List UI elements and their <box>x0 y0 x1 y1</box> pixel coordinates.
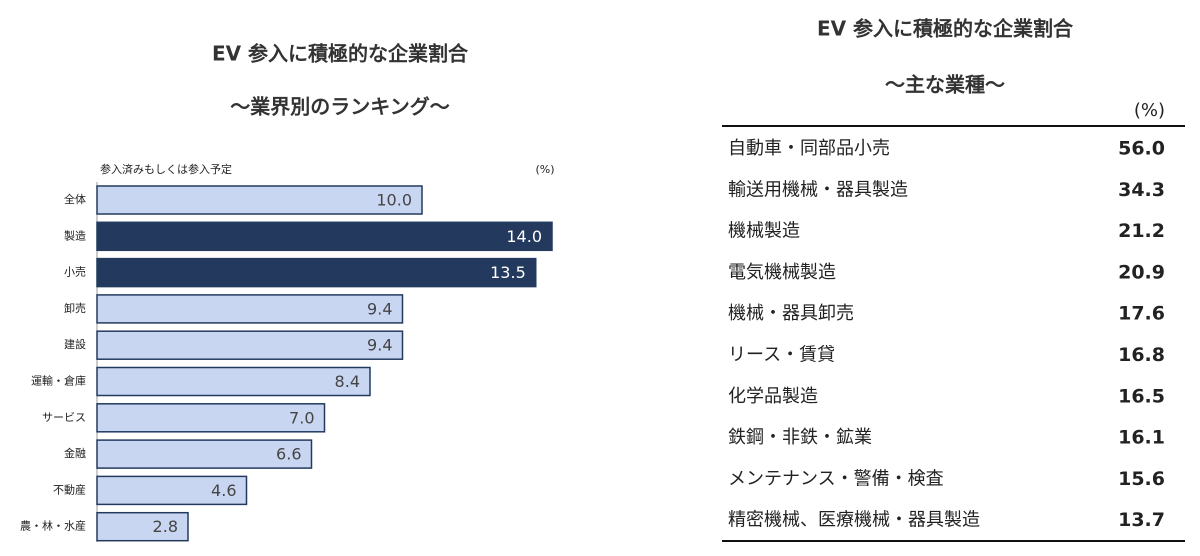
table-subtitle: ～主な業種～ <box>885 73 1005 97</box>
row-value: 15.6 <box>1118 468 1165 490</box>
row-value: 13.7 <box>1118 509 1165 531</box>
row-value: 17.6 <box>1118 303 1165 325</box>
bar <box>96 330 404 360</box>
category-label: 製造 <box>64 228 86 242</box>
bar <box>96 439 313 469</box>
row-value: 21.2 <box>1118 220 1165 242</box>
row-label: リース・賃貸 <box>728 345 835 366</box>
bar <box>96 475 248 506</box>
value-label: 9.4 <box>367 299 392 318</box>
annotation: 参入済みもしくは参入予定 <box>100 162 232 176</box>
category-label: 全体 <box>64 192 86 206</box>
bar <box>96 185 423 215</box>
table-title: EV 参入に積極的な企業割合 <box>817 17 1074 41</box>
category-label: 金融 <box>64 446 86 460</box>
bar <box>96 403 326 433</box>
value-label: 14.0 <box>506 227 542 246</box>
bar <box>96 257 537 288</box>
value-label: 6.6 <box>276 445 301 464</box>
category-label: 卸売 <box>64 301 86 315</box>
category-label: サービス <box>42 411 86 424</box>
row-label: 鉄鋼・非鉄・鉱業 <box>728 427 872 448</box>
category-label: 運輸・倉庫 <box>31 374 86 388</box>
row-label: 輸送用機械・器具製造 <box>728 179 908 200</box>
row-value: 16.8 <box>1118 344 1165 366</box>
value-label: 10.0 <box>376 191 412 210</box>
row-label: 電気機械製造 <box>728 262 836 283</box>
value-label: 4.6 <box>211 481 236 500</box>
value-label: 7.0 <box>289 408 314 427</box>
category-label: 不動産 <box>53 482 86 496</box>
row-label: 精密機械、医療機械・器具製造 <box>728 510 980 531</box>
unit: (%) <box>535 163 554 176</box>
row-value: 20.9 <box>1118 261 1165 283</box>
bar <box>96 221 553 252</box>
row-label: 機械製造 <box>728 221 800 242</box>
value-label: 2.8 <box>153 517 178 536</box>
chart-subtitle: ～業界別のランキング～ <box>230 95 449 119</box>
chart-title: EV 参入に積極的な企業割合 <box>212 42 469 66</box>
row-value: 34.3 <box>1118 179 1165 201</box>
value-label: 13.5 <box>490 263 526 282</box>
row-value: 16.1 <box>1118 427 1165 449</box>
row-label: 化学品製造 <box>728 386 818 407</box>
table-unit: (%) <box>1134 100 1165 121</box>
bar <box>96 294 404 324</box>
value-label: 8.4 <box>335 372 360 391</box>
bar <box>96 511 189 542</box>
bar <box>96 366 371 397</box>
row-label: 自動車・同部品小売 <box>728 138 890 159</box>
category-label: 建設 <box>64 337 86 351</box>
row-value: 56.0 <box>1118 138 1165 160</box>
value-label: 9.4 <box>367 336 392 355</box>
category-label: 農・林・水産 <box>20 519 86 533</box>
row-label: メンテナンス・警備・検査 <box>728 468 944 489</box>
row-label: 機械・器具卸売 <box>728 303 854 324</box>
category-label: 小売 <box>64 266 86 279</box>
row-value: 16.5 <box>1118 385 1165 407</box>
